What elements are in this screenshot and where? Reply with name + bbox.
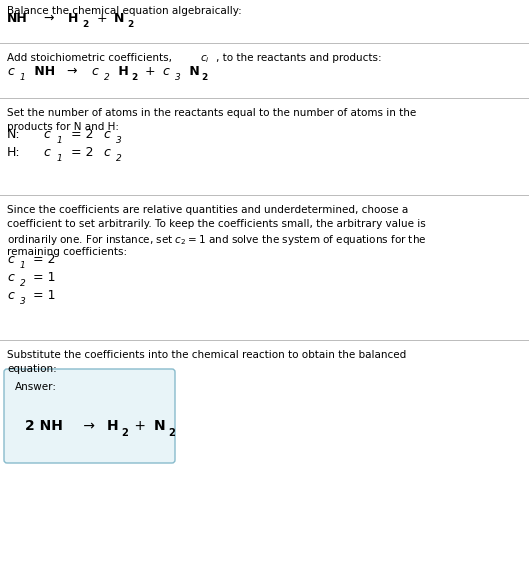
Text: N: N	[154, 419, 166, 433]
Text: →: →	[63, 65, 81, 78]
Text: Since the coefficients are relative quantities and underdetermined, choose a: Since the coefficients are relative quan…	[7, 205, 408, 215]
Text: 1: 1	[20, 73, 26, 82]
Text: 2: 2	[20, 279, 26, 288]
Text: $c$: $c$	[7, 65, 16, 78]
Text: Set the number of atoms in the reactants equal to the number of atoms in the: Set the number of atoms in the reactants…	[7, 108, 416, 118]
Text: NH: NH	[7, 12, 28, 25]
Text: Balance the chemical equation algebraically:: Balance the chemical equation algebraica…	[7, 6, 242, 16]
Text: $c$: $c$	[103, 128, 112, 141]
Text: $c_i$: $c_i$	[200, 53, 209, 65]
Text: = 1: = 1	[29, 271, 56, 284]
Text: NH: NH	[30, 65, 55, 78]
Text: →: →	[40, 12, 59, 25]
Text: N: N	[114, 12, 124, 25]
Text: $c$: $c$	[91, 65, 99, 78]
Text: 1: 1	[57, 154, 63, 163]
Text: N:: N:	[7, 128, 21, 141]
Text: $c$: $c$	[36, 146, 53, 159]
Text: products for N and H:: products for N and H:	[7, 122, 119, 132]
Text: remaining coefficients:: remaining coefficients:	[7, 247, 127, 257]
Text: 2: 2	[121, 428, 128, 438]
Text: 2: 2	[201, 73, 207, 82]
Text: 3: 3	[175, 73, 181, 82]
Text: 1: 1	[57, 136, 63, 145]
Text: $c$: $c$	[7, 253, 16, 266]
Text: = 2: = 2	[67, 128, 97, 141]
FancyBboxPatch shape	[4, 369, 175, 463]
Text: Add stoichiometric coefficients,: Add stoichiometric coefficients,	[7, 53, 175, 63]
Text: = 2: = 2	[29, 253, 56, 266]
Text: 2 NH: 2 NH	[25, 419, 63, 433]
Text: $c$: $c$	[103, 146, 112, 159]
Text: , to the reactants and products:: , to the reactants and products:	[216, 53, 381, 63]
Text: Substitute the coefficients into the chemical reaction to obtain the balanced: Substitute the coefficients into the che…	[7, 350, 406, 360]
Text: $c$: $c$	[36, 128, 53, 141]
Text: 2: 2	[104, 73, 110, 82]
Text: H: H	[68, 12, 78, 25]
Text: equation:: equation:	[7, 364, 57, 374]
Text: H:: H:	[7, 146, 21, 159]
Text: ordinarily one. For instance, set $c_2 = 1$ and solve the system of equations fo: ordinarily one. For instance, set $c_2 =…	[7, 233, 426, 247]
Text: 2: 2	[131, 73, 137, 82]
Text: +: +	[141, 65, 160, 78]
Text: H: H	[114, 65, 129, 78]
Text: +: +	[93, 12, 112, 25]
Text: Answer:: Answer:	[15, 382, 57, 392]
Text: = 2: = 2	[67, 146, 97, 159]
Text: 2: 2	[168, 428, 175, 438]
Text: = 1: = 1	[29, 289, 56, 302]
Text: $c$: $c$	[7, 271, 16, 284]
Text: coefficient to set arbitrarily. To keep the coefficients small, the arbitrary va: coefficient to set arbitrarily. To keep …	[7, 219, 426, 229]
Text: 2: 2	[82, 20, 88, 29]
Text: 3: 3	[20, 297, 26, 306]
Text: 2: 2	[116, 154, 122, 163]
Text: +: +	[130, 419, 150, 433]
Text: $c$: $c$	[162, 65, 171, 78]
Text: 1: 1	[20, 261, 26, 270]
Text: 2: 2	[127, 20, 133, 29]
Text: N: N	[185, 65, 200, 78]
Text: H: H	[107, 419, 118, 433]
Text: $c$: $c$	[7, 289, 16, 302]
Text: 3: 3	[116, 136, 122, 145]
Text: →: →	[79, 419, 99, 433]
